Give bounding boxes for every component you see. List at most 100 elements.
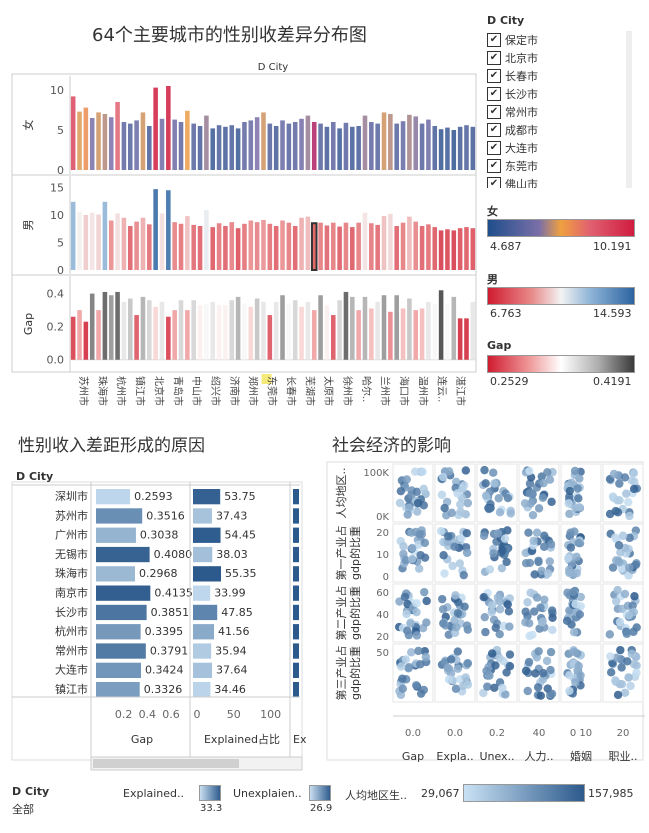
- bar[interactable]: [248, 220, 254, 271]
- explained-bar[interactable]: [193, 643, 212, 659]
- scatter-point[interactable]: [625, 511, 634, 521]
- scatter-point[interactable]: [545, 557, 554, 566]
- scatter-point[interactable]: [402, 609, 411, 619]
- bar[interactable]: [273, 126, 279, 170]
- ex-bar[interactable]: [293, 662, 299, 678]
- scatter-point[interactable]: [566, 543, 576, 552]
- bar[interactable]: [324, 305, 330, 360]
- filter-item[interactable]: ✔ 长沙市: [487, 85, 619, 103]
- scatter-point[interactable]: [620, 589, 630, 599]
- scatter-point[interactable]: [401, 556, 410, 565]
- scatter-point[interactable]: [398, 674, 407, 683]
- bar[interactable]: [445, 229, 450, 270]
- bar[interactable]: [419, 226, 425, 270]
- scatter-point[interactable]: [480, 465, 489, 475]
- scatter-point[interactable]: [538, 493, 548, 502]
- explained-bar[interactable]: [193, 508, 212, 524]
- gap-bar[interactable]: [96, 489, 131, 505]
- scatter-point[interactable]: [399, 549, 408, 559]
- scatter-point[interactable]: [402, 475, 411, 484]
- bar[interactable]: [96, 214, 101, 270]
- scatter-point[interactable]: [614, 541, 624, 550]
- scatter-point[interactable]: [407, 554, 417, 564]
- scatter-point[interactable]: [523, 686, 532, 696]
- bar[interactable]: [108, 220, 114, 271]
- scatter-point[interactable]: [485, 671, 494, 680]
- scatter-point[interactable]: [611, 597, 621, 606]
- scatter-point[interactable]: [501, 690, 510, 699]
- bar[interactable]: [400, 121, 406, 170]
- bar[interactable]: [305, 115, 311, 170]
- scatter-point[interactable]: [631, 560, 641, 570]
- bar[interactable]: [350, 126, 355, 170]
- scatter-point[interactable]: [533, 683, 543, 692]
- scatter-point[interactable]: [521, 607, 530, 616]
- bar[interactable]: [121, 301, 127, 360]
- checkbox-icon[interactable]: ✔: [487, 87, 501, 101]
- bar[interactable]: [83, 321, 89, 360]
- bar[interactable]: [464, 318, 469, 360]
- bar[interactable]: [432, 227, 438, 270]
- bar[interactable]: [280, 120, 285, 170]
- bar[interactable]: [172, 310, 177, 360]
- scatter-point[interactable]: [440, 569, 449, 578]
- bar[interactable]: [280, 220, 285, 271]
- bar[interactable]: [362, 296, 368, 360]
- bar[interactable]: [115, 213, 120, 270]
- bar[interactable]: [147, 224, 152, 270]
- scatter-point[interactable]: [609, 469, 619, 479]
- scatter-point[interactable]: [412, 487, 422, 496]
- bar[interactable]: [223, 126, 228, 170]
- scatter-point[interactable]: [493, 593, 503, 602]
- bar[interactable]: [70, 201, 76, 270]
- bar[interactable]: [299, 306, 304, 360]
- scatter-point[interactable]: [399, 542, 408, 551]
- checkbox-icon[interactable]: ✔: [487, 51, 501, 65]
- scatter-point[interactable]: [542, 656, 552, 666]
- ex-bar[interactable]: [293, 527, 299, 543]
- scatter-point[interactable]: [632, 652, 641, 662]
- bar[interactable]: [147, 300, 152, 360]
- bar[interactable]: [210, 128, 216, 170]
- bar[interactable]: [127, 226, 133, 270]
- ex-bar[interactable]: [293, 508, 299, 524]
- bar[interactable]: [407, 298, 412, 360]
- scatter-point[interactable]: [415, 530, 424, 539]
- scatter-point[interactable]: [563, 554, 573, 563]
- scatter-point[interactable]: [500, 534, 510, 543]
- bar[interactable]: [369, 223, 374, 270]
- bar[interactable]: [261, 219, 266, 270]
- bar[interactable]: [70, 96, 76, 170]
- scatter-point[interactable]: [489, 549, 498, 558]
- scatter-point[interactable]: [620, 473, 630, 482]
- gap-bar[interactable]: [96, 585, 151, 601]
- checkbox-icon[interactable]: ✔: [487, 177, 501, 188]
- filter-item[interactable]: ✔ 保定市: [487, 31, 619, 49]
- scatter-point[interactable]: [422, 596, 431, 606]
- bar[interactable]: [426, 119, 431, 170]
- bar[interactable]: [210, 227, 216, 270]
- gap-bar[interactable]: [96, 604, 147, 621]
- scatter-point[interactable]: [395, 498, 405, 508]
- scatter-point[interactable]: [453, 609, 463, 618]
- bar[interactable]: [140, 296, 146, 360]
- bar[interactable]: [159, 118, 165, 170]
- scatter-point[interactable]: [570, 527, 579, 536]
- bar[interactable]: [388, 311, 393, 360]
- scatter-point[interactable]: [413, 498, 423, 508]
- scatter-point[interactable]: [525, 558, 535, 568]
- scatter-point[interactable]: [534, 647, 543, 656]
- scatter-point[interactable]: [534, 557, 543, 567]
- scatter-point[interactable]: [414, 646, 423, 656]
- bar[interactable]: [369, 308, 374, 360]
- h-scroll-thumb[interactable]: [93, 759, 239, 768]
- scatter-point[interactable]: [625, 563, 634, 572]
- bar[interactable]: [438, 129, 444, 170]
- checkbox-icon[interactable]: ✔: [487, 33, 501, 47]
- scatter-point[interactable]: [615, 617, 625, 627]
- bar[interactable]: [229, 300, 235, 360]
- bar[interactable]: [356, 310, 361, 360]
- bar[interactable]: [356, 126, 361, 170]
- bar[interactable]: [197, 126, 203, 170]
- scatter-point[interactable]: [456, 500, 465, 509]
